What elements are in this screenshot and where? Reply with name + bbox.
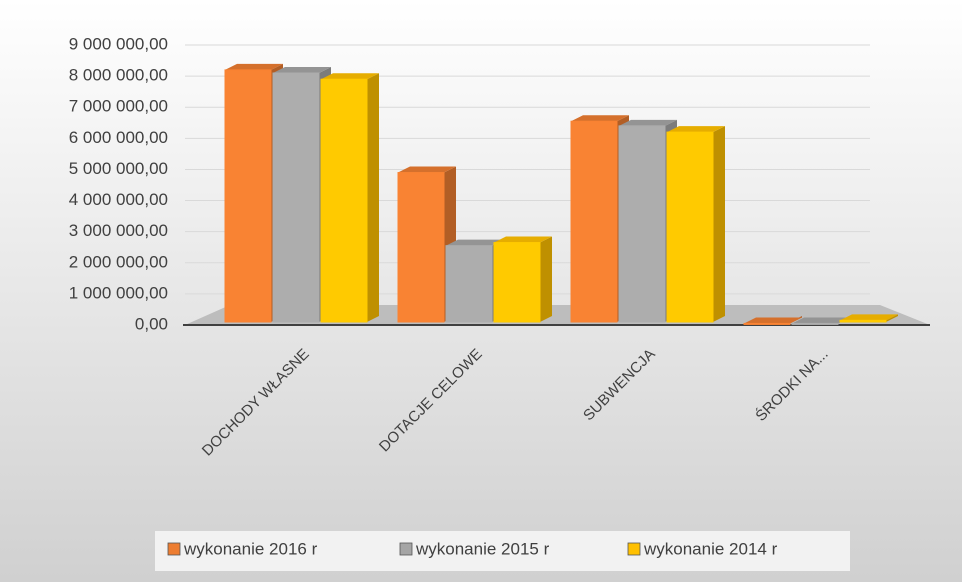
bar-side [713, 126, 725, 322]
bar-front [743, 322, 791, 325]
bar [320, 73, 379, 323]
y-tick-label: 9 000 000,00 [69, 34, 168, 53]
bar [666, 126, 725, 323]
y-tick-label: 5 000 000,00 [69, 159, 168, 178]
bar-side [540, 236, 552, 322]
bar-front [570, 120, 618, 323]
bar-top [571, 115, 629, 122]
legend-swatch [399, 542, 413, 556]
bar-front [445, 245, 493, 323]
legend-box [155, 531, 850, 571]
y-tick-label: 3 000 000,00 [69, 221, 168, 240]
bar-top [792, 317, 850, 324]
legend-label: wykonanie 2015 r [415, 539, 550, 558]
bar-top [398, 166, 456, 173]
y-tick-label: 6 000 000,00 [69, 128, 168, 147]
bar-front [618, 125, 666, 323]
bar-top [446, 239, 504, 246]
y-tick-label: 0,00 [135, 314, 168, 333]
bar [743, 316, 802, 325]
bar-front [493, 242, 541, 323]
bar-front [224, 69, 272, 323]
bar-front [272, 72, 320, 323]
y-tick-label: 2 000 000,00 [69, 252, 168, 271]
bar-top [840, 314, 898, 321]
bar-front [666, 131, 714, 323]
legend-swatch [627, 542, 641, 556]
bar-side [886, 314, 898, 322]
bar [493, 236, 552, 323]
bar-top [667, 126, 725, 133]
bar-top [321, 73, 379, 80]
legend-label: wykonanie 2016 r [183, 539, 318, 558]
bar [839, 314, 898, 323]
y-tick-label: 7 000 000,00 [69, 97, 168, 116]
legend-swatch [167, 542, 181, 556]
bar-top [619, 119, 677, 126]
legend-label: wykonanie 2014 r [643, 539, 778, 558]
bar-top [273, 67, 331, 73]
bar-top [494, 236, 552, 243]
bar-front [839, 319, 887, 323]
bar-side [367, 73, 379, 322]
y-tick-label: 4 000 000,00 [69, 190, 168, 209]
bar-front [320, 78, 368, 323]
y-tick-label: 1 000 000,00 [69, 283, 168, 302]
y-tick-label: 8 000 000,00 [69, 66, 168, 85]
bar-front [397, 172, 445, 323]
bar-top [744, 317, 802, 324]
bar-front [791, 322, 839, 325]
bar-top [225, 63, 283, 70]
